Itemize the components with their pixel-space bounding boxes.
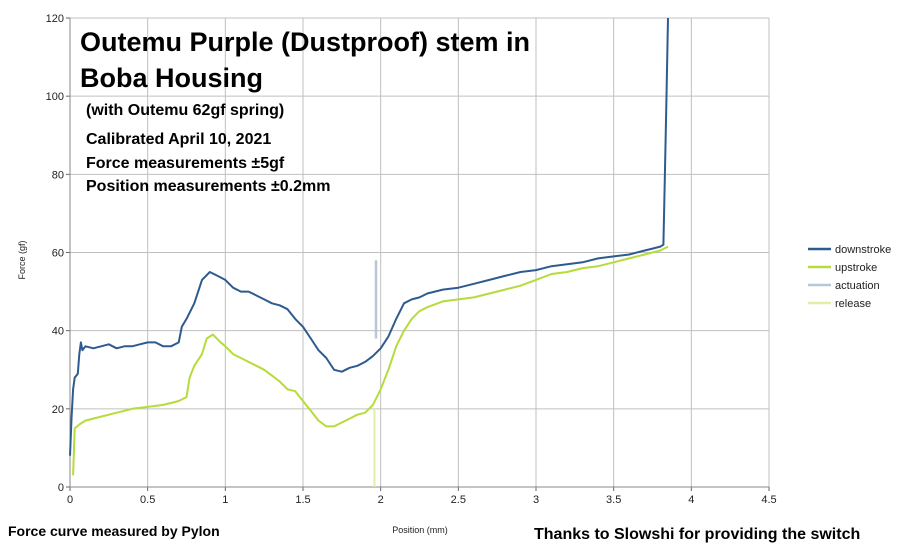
spring-subtitle: (with Outemu 62gf spring): [86, 102, 285, 119]
x-tick-label: 4.5: [761, 494, 776, 506]
y-axis-label: Force (gf): [17, 240, 27, 279]
chart-legend: downstroke upstroke actuation release: [808, 244, 891, 310]
y-tick-label: 60: [52, 248, 64, 260]
y-tick-label: 80: [52, 169, 64, 181]
x-axis-ticks: 0 0.5 1 1.5 2 2.5 3 3.5 4 4.5: [67, 494, 777, 506]
footer-credit-pylon: Force curve measured by Pylon: [8, 523, 220, 539]
x-tick-label: 2: [378, 494, 384, 506]
legend-label-actuation: actuation: [835, 280, 880, 292]
y-tick-label: 40: [52, 326, 64, 338]
chart-grid: [66, 17, 770, 491]
chart-series: [69, 17, 669, 487]
series-line-upstroke: [72, 245, 669, 476]
footer-credit-slowshi: Thanks to Slowshi for providing the swit…: [534, 526, 861, 543]
x-tick-label: 1.5: [295, 494, 310, 506]
x-tick-label: 0.5: [140, 494, 155, 506]
x-tick-label: 4: [688, 494, 694, 506]
force-accuracy-note: Force measurements ±5gf: [86, 155, 285, 172]
calibration-date: Calibrated April 10, 2021: [86, 131, 272, 148]
y-tick-label: 120: [46, 13, 64, 25]
x-tick-label: 3: [533, 494, 539, 506]
y-tick-label: 100: [46, 91, 64, 103]
x-tick-label: 0: [67, 494, 73, 506]
y-tick-label: 0: [58, 482, 64, 494]
y-tick-label: 20: [52, 404, 64, 416]
x-tick-label: 3.5: [606, 494, 621, 506]
legend-label-downstroke: downstroke: [835, 244, 891, 256]
position-accuracy-note: Position measurements ±0.2mm: [86, 178, 331, 195]
chart-title: Outemu Purple (Dustproof) stem in Boba H…: [80, 24, 530, 96]
x-tick-label: 1: [222, 494, 228, 506]
legend-label-release: release: [835, 298, 871, 310]
chart-title-line-1: Outemu Purple (Dustproof) stem in: [80, 27, 531, 57]
chart-title-line-2: Boba Housing: [80, 63, 263, 93]
series-line-downstroke: [69, 17, 669, 456]
legend-label-upstroke: upstroke: [835, 262, 877, 274]
x-axis-label: Position (mm): [392, 525, 448, 535]
y-axis-ticks: 0 20 40 60 80 100 120: [46, 13, 64, 494]
x-tick-label: 2.5: [451, 494, 466, 506]
